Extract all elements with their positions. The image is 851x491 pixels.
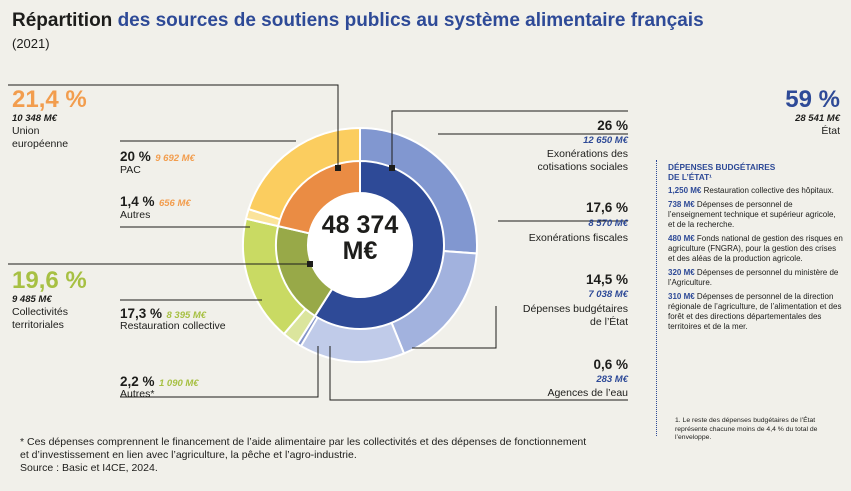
dep-bud-line1: Dépenses budgétaires [522,303,628,315]
resto-percent: 17,3 % [120,306,163,321]
ct-label-line2: territoriales [12,318,64,331]
eu-label-line2: européenne [12,137,69,150]
eu-amount: 10 348 M€ [12,113,57,124]
sidebar-item-text: Dépenses de personnel de la direction ré… [668,292,842,331]
leader-eu [8,84,339,168]
eu-autres-figure: 1,4 % 656 M€ [120,193,191,211]
sidebar-item-text: Restauration collective des hôpitaux. [703,186,834,195]
agences-percent: 0,6 % [593,357,628,372]
sidebar-title: DÉPENSES BUDGÉTAIRES DE L’ÉTAT¹ [668,162,843,182]
footer-source: Source : Basic et I4CE, 2024. [20,462,158,474]
dep-bud-line2: de l’État [590,315,628,328]
sidebar-item-amount: 1,250 M€ [668,186,702,195]
dot-ct [307,261,313,267]
ct-amount: 9 485 M€ [12,294,52,305]
eu-autres-label: Autres [120,209,151,221]
state-label: État [821,125,840,137]
dot-state [389,165,395,171]
dep-bud-label: Dépenses budgétaires de l’État [480,303,628,328]
pac-figure: 20 % 9 692 M€ [120,148,195,166]
title-rest: des sources de soutiens publics au systè… [117,10,704,31]
center-total-value: 48 374 [321,211,399,239]
ct-label: Collectivités territoriales [12,306,68,331]
sidebar-item: 738 M€ Dépenses de personnel de l’enseig… [668,200,843,230]
agences-amount: 283 M€ [596,374,628,385]
resto-label: Restauration collective [120,320,226,332]
ct-autres-figure: 2,2 % 1 090 M€ [120,373,199,391]
exo-cot-line2: cotisations sociales [537,160,628,173]
pac-amount: 9 692 M€ [155,153,195,164]
center-total: 48 374 M€ [300,212,420,264]
pac-percent: 20 % [120,149,151,164]
eu-percent: 21,4 % [12,86,87,113]
ct-autres-percent: 2,2 % [120,374,155,389]
leader-dots [307,165,395,267]
footer-line2: et d’investissement en lien avec l’agric… [20,449,357,461]
footer-line1: * Ces dépenses comprennent le financemen… [20,436,587,448]
leader-state [391,110,628,168]
state-percent: 59 % [785,86,840,113]
sidebar-item-text: Dépenses de personnel de l’enseignement … [668,200,836,229]
exo-fisc-amount: 8 570 M€ [588,218,628,229]
leader-lines [8,84,628,401]
exo-cot-percent: 26 % [597,118,628,133]
eu-autres-percent: 1,4 % [120,194,155,209]
sidebar-divider [656,160,657,436]
center-disc [308,193,412,297]
sidebar-item-text: Dépenses de personnel du ministère de l’… [668,268,839,287]
page-title: Répartition des sources de soutiens publ… [12,10,704,32]
sidebar-item: 1,250 M€ Restauration collective des hôp… [668,186,843,196]
sidebar-title-line2: DE L’ÉTAT¹ [668,172,712,182]
center-total-unit: M€ [342,237,378,265]
footer-notes: * Ces dépenses comprennent le financemen… [20,436,660,475]
eu-label-line1: Union [12,125,40,137]
leader-agences [329,346,628,401]
dep-bud-percent: 14,5 % [585,272,628,287]
title-bold: Répartition [12,10,113,31]
dot-eu [335,165,341,171]
ct-autres-label: Autres* [120,388,155,400]
exo-cot-label: Exonérations des cotisations sociales [480,148,628,173]
pac-label: PAC [120,164,141,176]
ct-autres-amount: 1 090 M€ [158,378,199,389]
dep-bud-amount: 7 038 M€ [588,289,628,300]
state-amount: 28 541 M€ [795,113,840,124]
sidebar-item: 320 M€ Dépenses de personnel du ministèr… [668,268,843,288]
year-label: (2021) [12,36,50,51]
sidebar-item-amount: 320 M€ [668,268,695,277]
sidebar-title-line1: DÉPENSES BUDGÉTAIRES [668,162,776,172]
sidebar-footnote: 1. Le reste des dépenses budgétaires de … [675,417,818,441]
exo-cot-amount: 12 650 M€ [583,135,628,146]
ct-label-line1: Collectivités [12,306,69,318]
agences-label: Agences de l’eau [547,387,628,399]
sidebar-item: 480 M€ Fonds national de gestion des ris… [668,234,843,264]
exo-fisc-percent: 17,6 % [585,200,628,215]
exo-fisc-label: Exonérations fiscales [528,232,628,244]
eu-label: Union européenne [12,125,68,150]
leader-dep-bud [412,306,497,349]
ct-percent: 19,6 % [12,267,87,294]
leader-ct-autres [120,346,319,398]
exo-cot-line1: Exonérations des [546,148,628,160]
sidebar-item: 310 M€ Dépenses de personnel de la direc… [668,292,843,332]
resto-amount: 8 395 M€ [166,310,207,321]
sidebar-item-amount: 480 M€ [668,234,695,243]
eu-autres-amount: 656 M€ [158,198,191,209]
sidebar-item-amount: 310 M€ [668,292,695,301]
sidebar-item-text: Fonds national de gestion des risques en… [668,234,843,263]
sidebar-item-amount: 738 M€ [668,200,695,209]
resto-figure: 17,3 % 8 395 M€ [120,305,206,323]
budget-sidebar: DÉPENSES BUDGÉTAIRES DE L’ÉTAT¹ 1,250 M€… [668,162,843,336]
